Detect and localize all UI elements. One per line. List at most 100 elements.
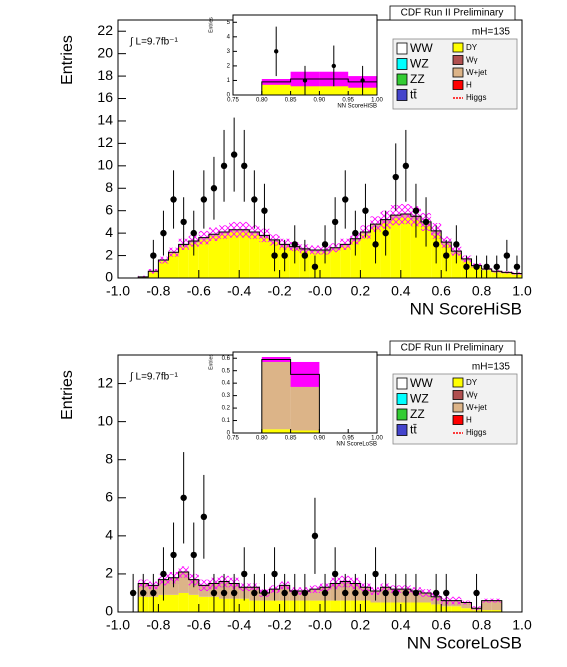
data-point <box>483 263 490 270</box>
data-point <box>422 218 430 226</box>
y-tick-label: 0.5 <box>222 368 231 374</box>
histogram-bar <box>451 606 462 612</box>
x-tick-label: 0.6 <box>431 617 451 633</box>
data-point <box>261 207 268 214</box>
data-point <box>241 570 248 578</box>
histogram-bar <box>350 240 361 278</box>
data-point <box>321 241 329 248</box>
legend-label: WW <box>410 376 433 390</box>
data-point <box>261 589 268 597</box>
histogram-bar <box>330 600 341 612</box>
x-tick-label: -0.6 <box>187 283 211 299</box>
data-point <box>342 589 349 597</box>
x-axis-label: NN ScoreLoSB <box>407 633 522 652</box>
legend-label: Wγ <box>466 391 478 400</box>
histogram-bar <box>148 272 159 278</box>
x-tick-label: 1.00 <box>371 436 383 442</box>
y-tick-label: 0 <box>105 603 113 619</box>
legend-swatch <box>396 408 408 421</box>
histogram-bar <box>481 610 492 612</box>
x-tick-label: 0.6 <box>431 283 451 299</box>
histogram-bar <box>249 234 260 278</box>
histogram-bar <box>421 225 432 278</box>
data-point <box>190 551 197 559</box>
histogram-bar <box>451 253 462 278</box>
histogram-bar <box>198 596 209 612</box>
histogram-bar <box>168 253 179 278</box>
x-tick-label: 0.75 <box>227 98 239 104</box>
data-point <box>342 196 349 203</box>
x-tick-label: -1.0 <box>106 617 130 633</box>
data-point <box>230 589 238 597</box>
x-axis-label: NN ScoreHiSB <box>410 299 522 318</box>
inset-panel: 0.75 0.80 0.85 0.90 0.95 1.00 0 0.1 0.2 0.3 0.4 0.5… <box>208 351 383 448</box>
data-point <box>493 263 500 270</box>
data-point <box>150 252 157 259</box>
y-tick-label: 8 <box>105 450 113 466</box>
legend-swatch <box>452 415 464 425</box>
data-point <box>230 151 238 158</box>
legend-swatch <box>452 390 464 400</box>
chart-title: CDF Run II Preliminary <box>401 8 504 19</box>
legend-label: W+jet <box>466 68 487 77</box>
legend-label: Wγ <box>466 56 478 65</box>
legend-label: tt̄ <box>410 88 417 102</box>
data-point <box>200 513 208 521</box>
y-tick-label: 1 <box>227 78 231 84</box>
data-point <box>453 241 460 248</box>
data-point <box>331 570 339 578</box>
histogram-bar <box>390 218 401 278</box>
histogram-bar <box>421 592 432 603</box>
legend-swatch <box>452 80 464 90</box>
histogram-bar <box>259 237 270 278</box>
legend-label: H <box>466 81 472 90</box>
data-point <box>129 589 137 597</box>
y-tick-label: 4 <box>105 527 113 543</box>
data-point <box>210 185 218 192</box>
legend-label: WW <box>410 41 433 55</box>
inset-panel: 0.75 0.80 0.85 0.90 0.95 1.00 0 1 2 3 4 5 NN ScoreHi… <box>208 14 383 110</box>
histogram-bar <box>188 594 199 612</box>
data-point <box>513 263 521 270</box>
histogram-bar <box>501 273 512 278</box>
y-axis-label: Entries <box>208 17 214 33</box>
data-point <box>362 207 369 214</box>
y-tick-label: 0 <box>227 93 231 99</box>
data-point <box>291 589 298 597</box>
x-tick-label: 1.0 <box>512 283 532 299</box>
y-tick-label: 0.4 <box>222 381 231 387</box>
data-point <box>443 589 450 597</box>
y-axis-label: Entries <box>59 35 76 85</box>
data-point <box>382 589 389 597</box>
x-tick-label: 0.4 <box>391 283 411 299</box>
data-point <box>291 241 298 248</box>
y-tick-label: 10 <box>97 412 113 428</box>
data-point <box>382 229 389 237</box>
data-point <box>160 570 167 578</box>
data-point <box>463 263 470 270</box>
y-tick-label: 2 <box>227 63 231 69</box>
data-point <box>331 218 339 226</box>
histogram-bar <box>178 592 189 612</box>
total-outline <box>118 213 522 279</box>
legend-label: DY <box>466 378 478 387</box>
y-tick-label: 3 <box>227 49 231 55</box>
legend-label: WZ <box>410 57 429 71</box>
x-tick-label: -0.2 <box>268 283 292 299</box>
legend-label: W+jet <box>466 403 487 412</box>
x-tick-label: 0.95 <box>342 98 354 104</box>
data-point <box>140 589 147 597</box>
legend-swatch <box>452 377 464 388</box>
data-point <box>241 162 248 170</box>
data-point <box>402 589 410 597</box>
x-tick-label: 0.2 <box>351 283 371 299</box>
main-panel: -1.0 -0.8 -0.6 -0.4 -0.2 -0.0 0.2 0.4 0.6 0.8 1.00… <box>59 340 532 652</box>
total-outline <box>233 78 377 96</box>
y-tick-label: 5 <box>227 20 231 26</box>
data-point <box>352 589 359 597</box>
title-box <box>389 5 516 21</box>
legend-swatch <box>452 55 464 65</box>
legend-label: Higgs <box>466 428 486 437</box>
x-tick-label: 0.90 <box>314 98 326 104</box>
